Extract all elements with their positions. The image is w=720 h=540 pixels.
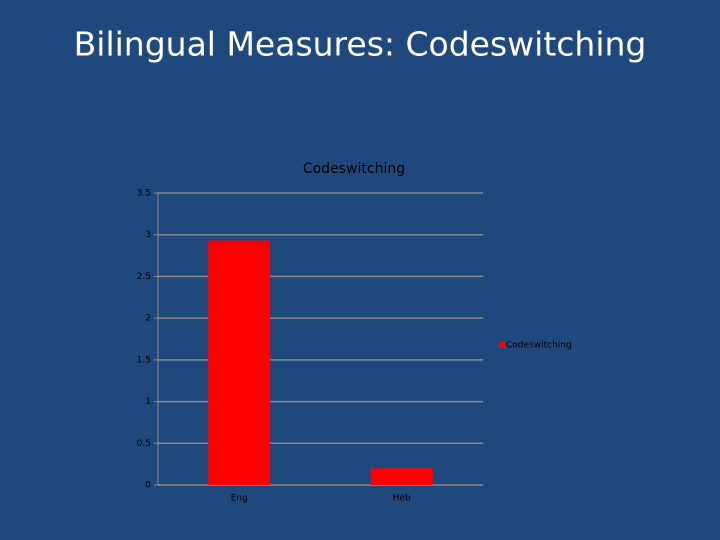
y-tick-label: 3: [145, 230, 151, 240]
legend-swatch: [499, 342, 505, 348]
x-tick-label: Heb: [393, 494, 411, 504]
legend-label: Codeswitching: [506, 341, 572, 351]
y-tick-label: 2: [145, 314, 151, 324]
bar: [208, 240, 271, 485]
bar: [370, 468, 433, 485]
y-tick-label: 3.5: [137, 189, 151, 199]
y-tick-label: 1.5: [137, 355, 151, 365]
chart-title: Codeswitching: [303, 161, 405, 177]
y-tick-label: 1: [145, 397, 151, 407]
y-tick-label: 2.5: [137, 272, 151, 282]
y-tick-label: 0: [145, 481, 151, 491]
slide-title: Bilingual Measures: Codeswitching: [74, 25, 647, 64]
y-tick-label: 0.5: [137, 439, 151, 449]
x-tick-label: Eng: [231, 494, 248, 504]
